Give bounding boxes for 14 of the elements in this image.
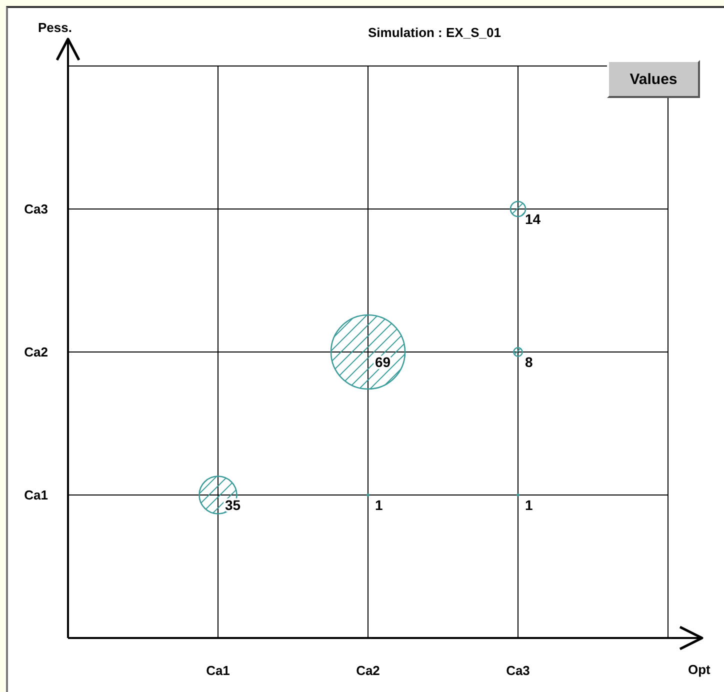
chart-title: Simulation : EX_S_01 <box>368 25 501 40</box>
button: Values <box>607 60 700 98</box>
data-label: 14 <box>525 211 541 227</box>
y-tick-label: Ca2 <box>24 344 48 360</box>
x-tick-label: Ca1 <box>206 663 230 678</box>
y-tick-label: Ca3 <box>24 202 48 217</box>
data-label: 8 <box>525 354 533 370</box>
y-axis-title: Pess. <box>38 20 72 35</box>
x-axis-title: Opt <box>688 662 710 677</box>
x-tick-label: Ca3 <box>506 663 530 678</box>
y-tick-label: Ca1 <box>24 488 48 503</box>
data-label: 1 <box>375 497 383 513</box>
x-tick-label: Ca2 <box>356 663 380 678</box>
data-label: 1 <box>525 497 533 513</box>
